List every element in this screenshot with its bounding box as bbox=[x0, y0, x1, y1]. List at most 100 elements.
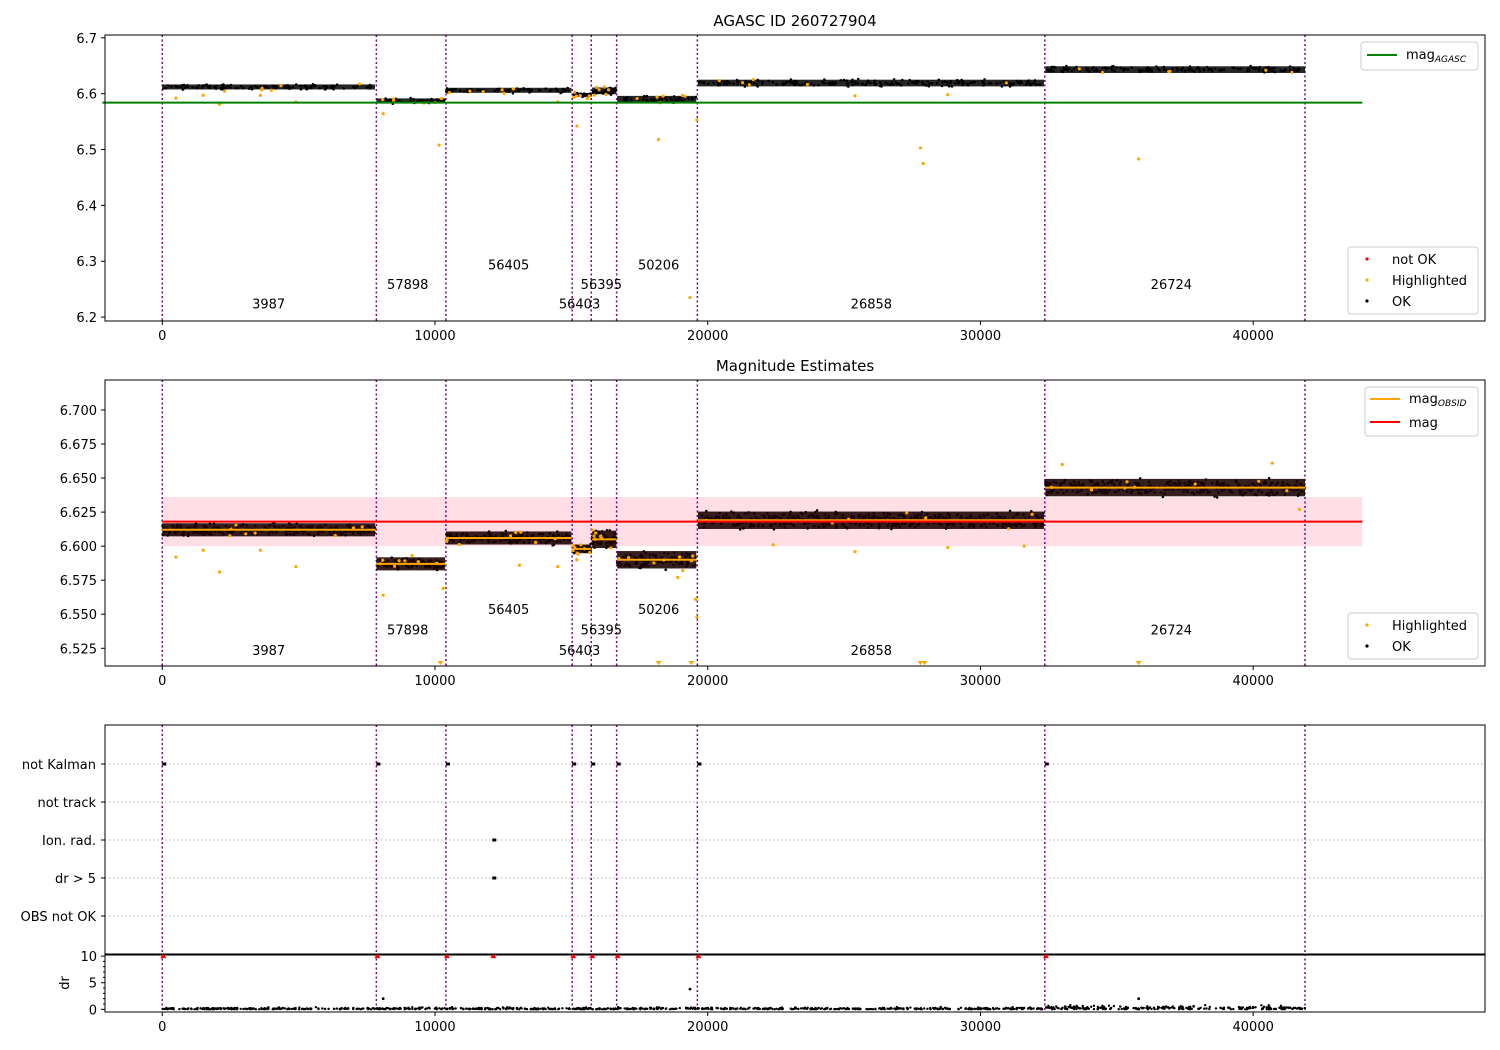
mag-obs-points-26724 bbox=[1044, 477, 1306, 499]
agasc-highlighted-point bbox=[688, 295, 692, 300]
legend2-highlighted-label: Highlighted bbox=[1392, 619, 1467, 634]
dr-ok-point bbox=[837, 1007, 840, 1011]
dr-ok-point bbox=[1072, 1007, 1076, 1011]
dr-ok-point bbox=[371, 1007, 374, 1010]
dr-ok-point bbox=[655, 1007, 659, 1010]
dr-ok-point bbox=[696, 1007, 700, 1010]
flag-point bbox=[376, 762, 381, 766]
dr-ok-point bbox=[976, 1007, 980, 1010]
mag-highlighted-point bbox=[591, 528, 595, 532]
agasc-highlighted-point bbox=[174, 96, 178, 100]
dr-ok-point bbox=[941, 1007, 944, 1011]
agasc-highlighted-point bbox=[381, 112, 385, 116]
dr-ok-point bbox=[388, 1007, 392, 1010]
mag-highlighted-point bbox=[592, 534, 596, 538]
agasc-highlighted-point bbox=[740, 81, 745, 85]
legend2-ok-marker bbox=[1365, 644, 1369, 648]
mag-highlighted-point bbox=[609, 546, 613, 550]
dr-ok-point bbox=[744, 1008, 747, 1011]
dr-outlier-point bbox=[1137, 997, 1141, 1001]
mag-highlighted-point bbox=[853, 550, 857, 554]
dr-ok-point bbox=[1185, 1006, 1188, 1010]
dr-ok-point bbox=[1244, 1008, 1247, 1011]
dr-ok-point bbox=[691, 1007, 694, 1010]
dr-outlier-point bbox=[688, 987, 692, 991]
dr-ok-point bbox=[639, 1008, 642, 1011]
dr-ok-point bbox=[1265, 1006, 1268, 1009]
dr-ok-point bbox=[554, 1008, 557, 1011]
mag-ytick-label-4: 6.625 bbox=[60, 506, 97, 521]
dr-ok-point bbox=[973, 1007, 976, 1010]
mag-ytick-label-0: 6.525 bbox=[60, 642, 97, 657]
mag-legend-top: magOBSID mag bbox=[1364, 386, 1479, 437]
dr-ok-point bbox=[959, 1006, 963, 1009]
agasc-highlighted-point bbox=[747, 83, 751, 87]
mag-highlighted-point bbox=[351, 526, 356, 530]
dr-ok-point bbox=[1260, 1008, 1264, 1011]
mag-obs-points-56403 bbox=[571, 542, 593, 556]
dr-ok-point bbox=[1002, 1007, 1006, 1010]
agasc-xtick-label-0: 0 bbox=[158, 329, 166, 344]
dr-ok-point bbox=[491, 1008, 494, 1011]
dr-ok-point bbox=[535, 1007, 538, 1011]
mag-highlighted-point bbox=[1089, 488, 1094, 492]
dr-ok-point bbox=[1099, 1006, 1103, 1009]
dr-ok-point bbox=[1268, 1008, 1271, 1011]
dr-ok-point bbox=[1064, 1005, 1067, 1009]
mag-highlighted-point bbox=[441, 586, 445, 590]
legend2-ok-label: OK bbox=[1392, 640, 1411, 655]
dr-ok-point bbox=[1198, 1007, 1201, 1010]
dr-points-56405 bbox=[445, 1006, 571, 1011]
agasc-highlighted-point bbox=[572, 95, 576, 99]
dr-ok-point bbox=[178, 1007, 181, 1011]
dr-ok-point bbox=[427, 1006, 431, 1009]
dr-ok-point bbox=[606, 1007, 609, 1010]
agasc-highlighted-point bbox=[279, 84, 283, 88]
dr-ok-point bbox=[309, 1008, 312, 1011]
dr-ok-point bbox=[1012, 1007, 1016, 1011]
legend2-highlighted-marker bbox=[1365, 623, 1369, 627]
dr-ok-point bbox=[824, 1007, 827, 1011]
agasc-highlighted-point bbox=[587, 94, 591, 98]
mag-highlighted-point bbox=[1030, 512, 1034, 516]
dr-ok-point bbox=[964, 1007, 967, 1010]
agasc-ok-point bbox=[857, 77, 860, 81]
dr-ok-point bbox=[233, 1007, 237, 1010]
mag-highlighted-point bbox=[519, 530, 523, 534]
dr-ok-point bbox=[1298, 1007, 1302, 1011]
agasc-highlighted-point bbox=[357, 82, 362, 86]
mag-highlighted-point bbox=[234, 523, 238, 527]
dr-ok-point bbox=[1240, 1006, 1243, 1009]
agasc-highlighted-point bbox=[258, 93, 263, 97]
mag-highlighted-point bbox=[677, 555, 682, 559]
dr-ok-point bbox=[874, 1008, 877, 1011]
dr-ok-point bbox=[938, 1007, 941, 1010]
dr-ok-point bbox=[1107, 1004, 1111, 1007]
agasc-obs-band-56395 bbox=[592, 87, 617, 95]
agasc-obs-band-56403 bbox=[572, 93, 591, 97]
mag-highlighted-point bbox=[508, 534, 513, 538]
dr-ok-point bbox=[1112, 1004, 1116, 1008]
dr-ok-point bbox=[568, 1007, 571, 1011]
mag-obs-points-3987 bbox=[161, 521, 377, 538]
agasc-ytick-label-1: 6.3 bbox=[76, 255, 97, 270]
mag-highlighted-point bbox=[333, 533, 337, 538]
dr-ok-point bbox=[391, 1007, 394, 1010]
mag-highlighted-point bbox=[599, 534, 603, 538]
mag-highlighted-point bbox=[1022, 544, 1026, 548]
dr-ok-point bbox=[1165, 1006, 1169, 1009]
mag-highlighted-point bbox=[397, 559, 401, 563]
magnitude-estimates-frame bbox=[104, 379, 1486, 667]
mag-highlighted-point bbox=[416, 560, 420, 564]
dr-ok-point bbox=[882, 1007, 885, 1010]
dr-ok-point bbox=[840, 1007, 844, 1010]
dr-ok-point bbox=[452, 1007, 455, 1010]
dr-ok-point bbox=[505, 1006, 509, 1009]
agasc-panel-title: AGASC ID 260727904 bbox=[713, 12, 876, 30]
dr-ok-point bbox=[1045, 1006, 1049, 1009]
dr-points-50206 bbox=[616, 1006, 697, 1011]
dr-ok-point bbox=[480, 1008, 483, 1011]
mag-highlighted-point bbox=[1007, 527, 1011, 531]
flags-panel: not Kalman not track Ion. rad. dr > 5 OBS no… bbox=[21, 724, 1486, 956]
mag-highlighted-point bbox=[946, 545, 950, 550]
